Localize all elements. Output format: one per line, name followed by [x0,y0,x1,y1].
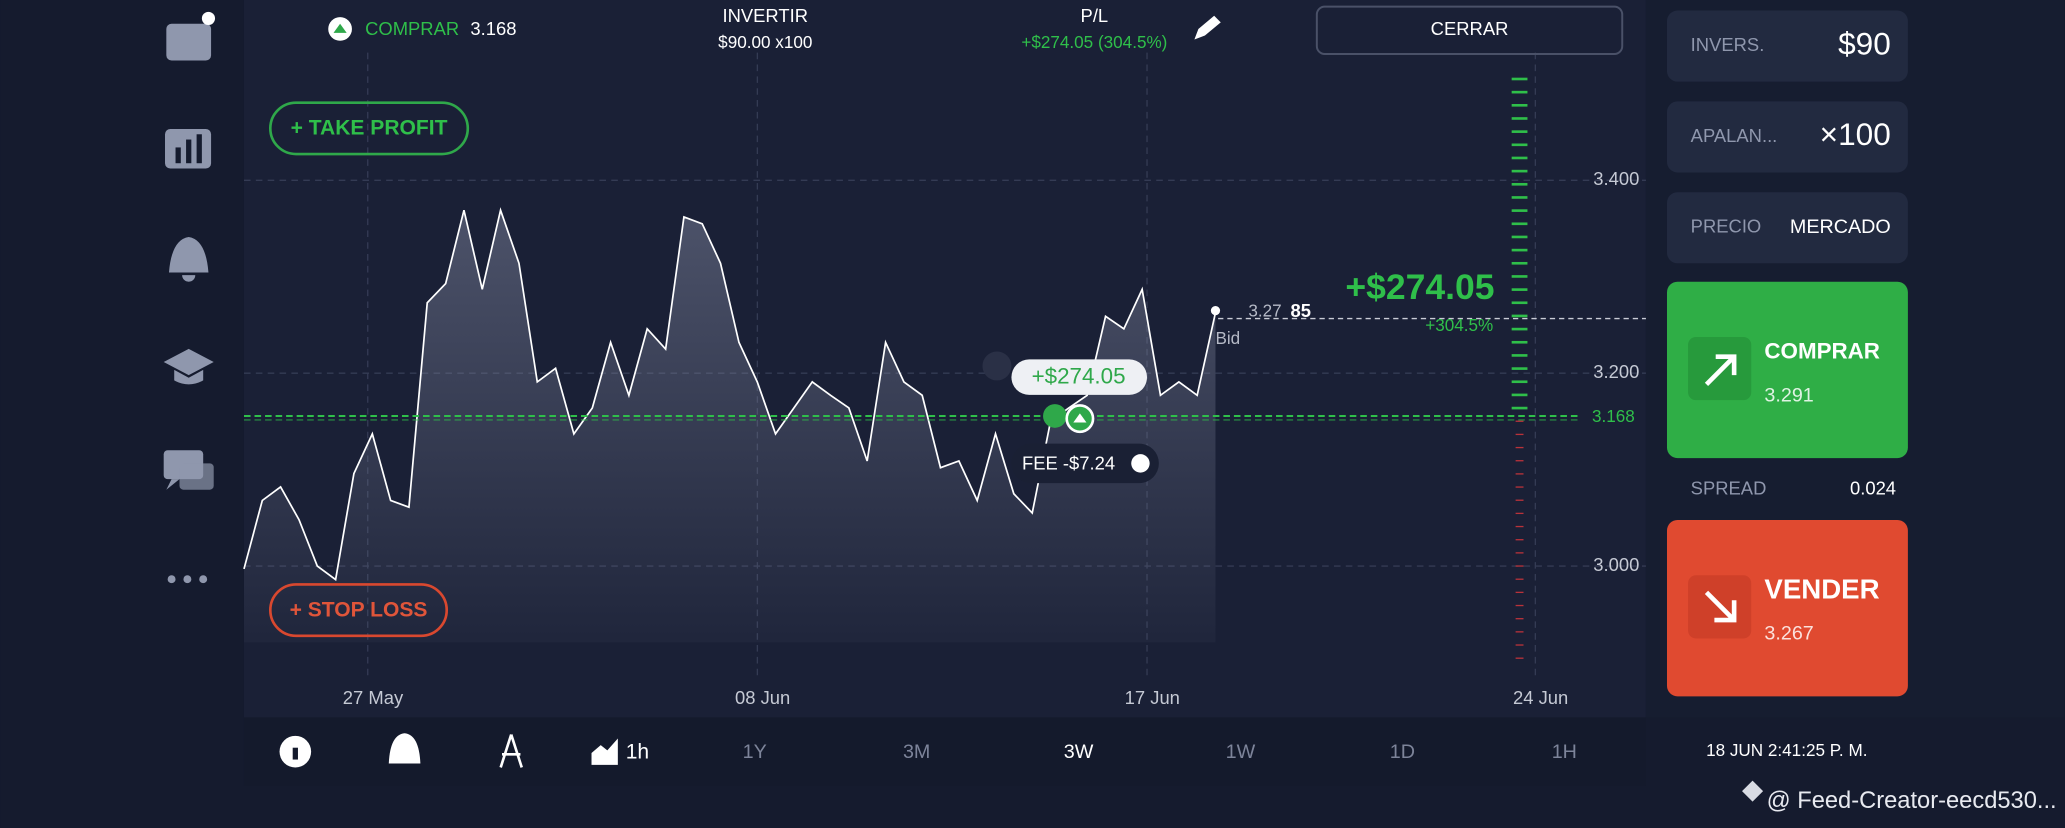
buy-price[interactable]: 3.291 [1764,384,1813,406]
pl-value: +$274.05 (304.5%) [1021,33,1167,52]
entry-price: 3.168 [1592,407,1635,426]
toolbar: 1h 1Y 3M 3W 1W 1D 1H [279,733,1577,768]
spread-value: 0.024 [1850,478,1896,499]
invest-field-value: $90 [1838,25,1891,61]
close-button[interactable] [1315,5,1624,55]
period-button[interactable]: 3W [1064,741,1094,763]
info-icon[interactable] [1131,454,1150,473]
price-field-label: PRECIO [1691,216,1762,237]
stats-icon[interactable] [165,129,212,169]
x-tick-label: 27 May [343,687,404,708]
x-tick-label: 08 Jun [735,687,790,708]
buy-label[interactable]: COMPRAR [1764,339,1880,364]
period-button[interactable]: 1H [1552,741,1577,763]
x-tick-label: 24 Jun [1513,687,1568,708]
pl-percent: +304.5% [1425,316,1493,335]
position-pl-pill [1011,359,1148,395]
last-point [1210,306,1221,316]
clock: 18 JUN 2:41:25 P. M. [1706,741,1867,760]
buy-arrow [333,23,347,33]
bid-label: Bid [1215,329,1240,348]
leverage-field[interactable] [1666,101,1908,173]
stop-loss-button[interactable] [269,583,449,638]
bid-digits: 85 [1291,300,1311,321]
invest-label: INVERTIR [722,5,808,26]
marker-bg [982,351,1012,381]
invest-value: $90.00 x100 [718,33,812,52]
period-button[interactable]: 1D [1390,741,1415,763]
sell-label[interactable]: VENDER [1764,573,1879,604]
toolbar-bg [243,717,1646,786]
invest-field[interactable] [1666,10,1908,82]
watermark-logo [1742,780,1764,802]
sidebar [163,11,216,584]
leverage-field-value: ×100 [1820,116,1891,152]
y-tick-label: 3.000 [1593,554,1639,575]
info-glyph [292,747,298,760]
portfolio-icon[interactable] [166,23,212,61]
fee: FEE -$7.24 [1022,453,1115,474]
y-tick-label: 3.200 [1593,361,1639,382]
price-field-value: MERCADO [1790,216,1891,238]
sell-icon [1704,590,1737,623]
buy-icon [1704,354,1737,387]
pl-label: P/L [1081,5,1109,26]
draw-button[interactable] [499,734,524,768]
position-pl: +$274.05 [1032,364,1126,389]
period-button[interactable]: 1Y [743,741,767,763]
y-tick-label: 3.400 [1593,168,1639,189]
buy-button[interactable] [1666,281,1908,459]
sell-button[interactable] [1666,519,1908,697]
spread-label: SPREAD [1691,478,1767,499]
close-button-label[interactable]: CERRAR [1431,18,1509,39]
period-button[interactable]: 3M [903,741,930,763]
sell-price[interactable]: 3.267 [1764,623,1813,645]
edit-icon[interactable] [1194,15,1221,40]
entry-marker[interactable] [1043,404,1067,428]
entry-arrow [1073,413,1087,423]
leverage-field-label: APALAN... [1691,125,1778,146]
more-icon[interactable] [167,575,208,584]
badge [201,11,216,26]
period-button[interactable]: 1W [1226,741,1256,763]
take-profit-label[interactable]: + TAKE PROFIT [291,117,448,140]
invest-field-label: INVERS. [1691,34,1765,55]
alerts-icon[interactable] [168,236,209,282]
take-profit-button[interactable] [269,101,470,156]
header-buy-price: 3.168 [470,18,516,39]
price-scale [1511,77,1528,659]
fee-pill [1011,443,1159,484]
alert-button[interactable] [388,733,421,764]
chart-type-button[interactable] [591,738,618,765]
education-icon[interactable] [163,348,214,385]
price-field[interactable] [1666,192,1908,264]
stop-loss-label[interactable]: + STOP LOSS [290,598,428,621]
x-tick-label: 17 Jun [1125,687,1180,708]
chat-icon[interactable] [163,450,214,490]
timeframe[interactable]: 1h [626,741,649,764]
bid-price: 3.27 [1248,301,1281,320]
header-buy-label: COMPRAR [365,18,459,39]
watermark: @ Feed-Creator-eecd530... [1767,788,2057,814]
price-area [243,210,1216,643]
pl-big: +$274.05 [1345,267,1494,307]
